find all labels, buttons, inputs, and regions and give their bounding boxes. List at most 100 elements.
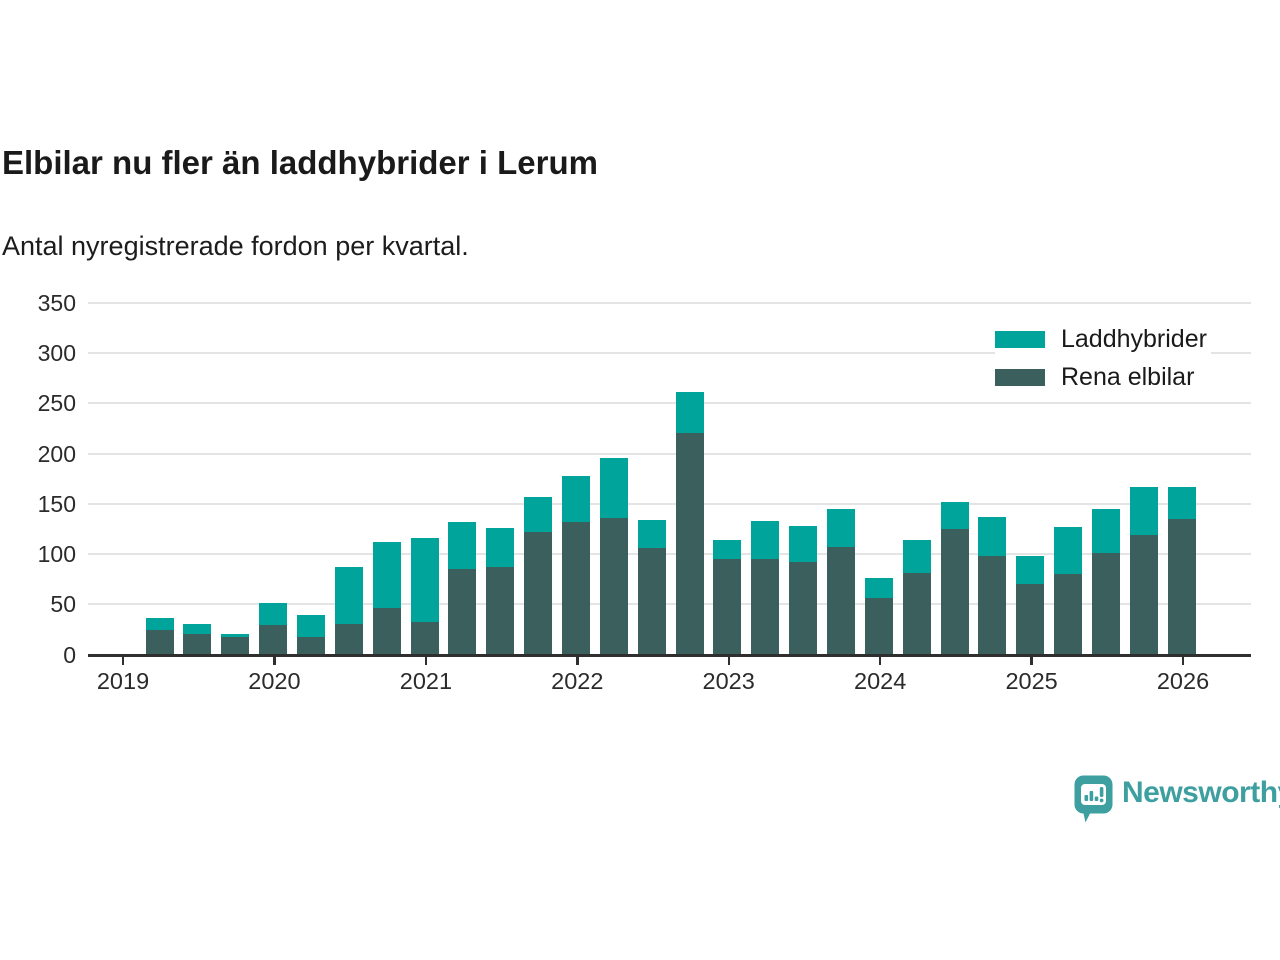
chart-subtitle: Antal nyregistrerade fordon per kvartal. xyxy=(2,231,469,261)
bar-2024-q4-laddhybrider xyxy=(978,516,1007,556)
bar-2023-q1-laddhybrider xyxy=(713,539,742,559)
bar-2021-q2-rena-elbilar xyxy=(448,569,477,655)
bar-2026-q1-rena-elbilar xyxy=(1167,518,1196,655)
bar-2023-q1-rena-elbilar xyxy=(713,559,742,655)
bar-2025-q4-laddhybrider xyxy=(1129,486,1158,535)
x-tick-label-2024: 2024 xyxy=(854,668,907,694)
legend-label-laddhybrider: Laddhybrider xyxy=(1061,324,1207,353)
gridline-100 xyxy=(88,553,1251,555)
bar-2020-q3-laddhybrider xyxy=(334,567,363,625)
bar-2024-q1-rena-elbilar xyxy=(864,598,893,655)
legend-label-rena-elbilar: Rena elbilar xyxy=(1061,362,1195,391)
x-tick-2022 xyxy=(576,657,579,665)
y-tick-label-350: 350 xyxy=(37,289,76,316)
bar-2019-q3-rena-elbilar xyxy=(183,634,212,655)
bar-2025-q3-rena-elbilar xyxy=(1091,553,1120,655)
bar-2023-q2-laddhybrider xyxy=(751,520,780,559)
y-tick-label-300: 300 xyxy=(37,340,76,366)
bar-2022-q2-rena-elbilar xyxy=(599,517,628,655)
chart-title: Elbilar nu fler än laddhybrider i Lerum xyxy=(2,144,598,181)
x-tick-label-2023: 2023 xyxy=(702,668,755,694)
bar-2019-q2-laddhybrider xyxy=(145,618,174,631)
x-tick-2024 xyxy=(878,657,882,665)
x-tick-label-2022: 2022 xyxy=(551,668,604,694)
bar-2020-q1-rena-elbilar xyxy=(259,625,288,655)
bar-2022-q3-rena-elbilar xyxy=(637,548,666,655)
bar-2022-q1-laddhybrider xyxy=(561,475,590,522)
gridline-250 xyxy=(88,402,1251,405)
x-axis-line xyxy=(88,653,1251,657)
bar-2021-q3-laddhybrider xyxy=(486,527,515,568)
bar-2025-q2-rena-elbilar xyxy=(1054,574,1083,655)
bar-2025-q1-rena-elbilar xyxy=(1016,584,1045,655)
bar-2023-q4-rena-elbilar xyxy=(826,546,855,655)
bar-2025-q4-rena-elbilar xyxy=(1129,534,1158,655)
bar-2025-q3-laddhybrider xyxy=(1091,508,1120,553)
bar-2019-q4-rena-elbilar xyxy=(221,637,250,655)
bar-2024-q2-rena-elbilar xyxy=(902,573,931,655)
y-tick-label-250: 250 xyxy=(37,390,76,417)
bar-2022-q1-rena-elbilar xyxy=(561,521,590,655)
gridline-350 xyxy=(88,301,1251,304)
y-tick-label-0: 0 xyxy=(63,641,76,668)
bar-2020-q2-laddhybrider xyxy=(296,615,325,638)
x-tick-label-2020: 2020 xyxy=(248,668,301,694)
bar-2022-q4-rena-elbilar xyxy=(675,433,704,655)
legend-item-rena-elbilar: Rena elbilar xyxy=(995,360,1199,394)
bar-2023-q4-laddhybrider xyxy=(826,508,855,547)
gridline-150 xyxy=(88,502,1251,505)
bar-2019-q2-rena-elbilar xyxy=(145,630,174,655)
bar-2025-q1-laddhybrider xyxy=(1016,556,1045,585)
x-tick-label-2026: 2026 xyxy=(1156,668,1210,694)
x-tick-label-2025: 2025 xyxy=(1005,668,1058,694)
bar-2020-q4-laddhybrider xyxy=(372,541,401,609)
bar-2021-q3-rena-elbilar xyxy=(486,567,515,655)
bar-2022-q2-laddhybrider xyxy=(599,457,628,518)
x-tick-2025 xyxy=(1030,657,1033,665)
y-tick-label-100: 100 xyxy=(37,541,76,567)
bar-2021-q1-rena-elbilar xyxy=(410,622,439,655)
bar-2019-q4-laddhybrider xyxy=(221,634,250,638)
gridline-50 xyxy=(88,603,1251,606)
bar-2020-q2-rena-elbilar xyxy=(296,637,325,655)
bar-2021-q4-rena-elbilar xyxy=(524,531,553,655)
x-tick-2021 xyxy=(424,657,428,665)
bar-2021-q4-laddhybrider xyxy=(524,496,553,532)
gridline-200 xyxy=(88,452,1251,455)
bar-2026-q1-laddhybrider xyxy=(1167,486,1196,519)
bar-2020-q3-rena-elbilar xyxy=(334,624,363,655)
bar-2022-q3-laddhybrider xyxy=(637,519,666,548)
legend-swatch-rena-elbilar xyxy=(995,368,1045,386)
legend-item-laddhybrider: Laddhybrider xyxy=(995,322,1211,356)
bar-2021-q2-laddhybrider xyxy=(448,521,477,569)
y-tick-label-150: 150 xyxy=(37,490,76,517)
brand-name: Newsworthy xyxy=(1122,776,1280,809)
brand-footer: Newsworthy xyxy=(1074,775,1280,823)
bar-2023-q3-laddhybrider xyxy=(789,525,818,562)
bar-2019-q3-laddhybrider xyxy=(183,624,212,635)
x-tick-2023 xyxy=(727,657,730,665)
y-tick-label-200: 200 xyxy=(37,440,76,467)
bar-2023-q2-rena-elbilar xyxy=(751,559,780,655)
x-tick-2026 xyxy=(1181,657,1185,665)
bar-2020-q4-rena-elbilar xyxy=(372,608,401,655)
newsworthy-logo-icon xyxy=(1074,775,1113,823)
bar-2024-q2-laddhybrider xyxy=(902,539,931,574)
x-tick-label-2019: 2019 xyxy=(96,668,150,694)
gridline-300 xyxy=(88,352,1251,354)
legend-swatch-laddhybrider xyxy=(995,330,1045,348)
x-tick-2019 xyxy=(121,657,125,665)
bar-2022-q4-laddhybrider xyxy=(675,392,704,434)
bar-2024-q3-rena-elbilar xyxy=(940,528,969,655)
bar-2025-q2-laddhybrider xyxy=(1054,526,1083,574)
bar-2021-q1-laddhybrider xyxy=(410,537,439,623)
bar-2020-q1-laddhybrider xyxy=(259,603,288,626)
bar-2024-q1-laddhybrider xyxy=(864,578,893,599)
x-tick-label-2021: 2021 xyxy=(399,668,453,694)
bar-2023-q3-rena-elbilar xyxy=(789,562,818,655)
bar-2024-q4-rena-elbilar xyxy=(978,556,1007,655)
y-tick-label-50: 50 xyxy=(50,591,76,618)
x-tick-2020 xyxy=(273,657,276,665)
